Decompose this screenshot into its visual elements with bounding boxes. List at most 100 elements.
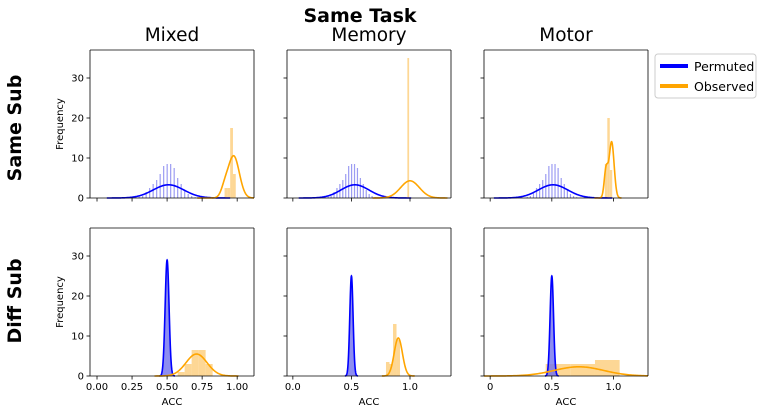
permuted-hist-bar <box>359 178 361 198</box>
permuted-hist-bar <box>333 192 335 198</box>
observed-hist-bar <box>184 364 192 376</box>
subplot-diff-sub-motor: 0 0.5 1.0 ACC <box>480 227 649 408</box>
y-tick-label: 20 <box>71 292 84 303</box>
x-tick-label: 1.0 <box>402 382 418 393</box>
legend-observed-label: Observed <box>694 79 754 94</box>
permuted-hist-bar <box>532 192 535 198</box>
subplot-same-sub-memory: Memory <box>283 25 452 202</box>
x-tick-label: 1.00 <box>226 382 248 393</box>
permuted-hist-bar <box>539 184 541 198</box>
subplot-title: Memory <box>331 25 406 46</box>
permuted-hist-bar <box>184 190 186 198</box>
permuted-hist-bar <box>138 196 140 198</box>
x-tick-label: 0.5 <box>544 382 560 393</box>
permuted-hist-bar <box>368 194 370 198</box>
observed-kde-line <box>372 179 448 199</box>
permuted-hist-bar <box>566 190 568 198</box>
observed-kde-line <box>154 353 239 377</box>
y-tick-label: 0 <box>78 372 84 383</box>
y-tick-label: 0 <box>78 194 84 205</box>
y-tick-label: 10 <box>71 332 84 343</box>
permuted-kde-line <box>493 183 613 199</box>
permuted-hist-bar <box>365 190 367 198</box>
permuted-hist-bar <box>548 166 550 198</box>
x-tick-label: 0.50 <box>156 382 178 393</box>
x-tick-label: 1.0 <box>606 382 622 393</box>
permuted-hist-bar <box>177 178 179 198</box>
observed-hist-bar <box>609 170 613 198</box>
y-tick-label: 30 <box>71 74 84 85</box>
x-tick-label: 0.00 <box>86 382 108 393</box>
observed-hist-bar <box>396 340 401 376</box>
permuted-hist-bar <box>163 166 165 198</box>
observed-hist-bar <box>227 188 231 198</box>
x-tick-label: 0.5 <box>343 382 359 393</box>
permuted-hist-bar <box>542 180 544 198</box>
observed-hist-bar <box>177 372 185 376</box>
subplot-diff-sub-mixed: 0 10 20 30 0.00 0.25 0.50 0.75 1.00 Frequency ACC <box>55 227 255 408</box>
legend-permuted-label: Permuted <box>694 59 754 74</box>
x-axis-label: ACC <box>359 397 380 408</box>
x-tick-label: 0 <box>487 382 493 393</box>
x-tick-label: 0.75 <box>191 382 213 393</box>
x-tick-label: 0.0 <box>285 382 301 393</box>
y-tick-label: 30 <box>71 252 84 263</box>
permuted-hist-bar <box>149 188 151 198</box>
permuted-hist-bar <box>142 196 144 198</box>
permuted-kde-fill <box>544 276 559 376</box>
observed-hist-bar <box>224 188 228 198</box>
permuted-hist-bar <box>330 196 332 198</box>
observed-hist-bar <box>385 362 390 376</box>
permuted-hist-bar <box>563 184 565 198</box>
permuted-kde-line <box>106 183 231 199</box>
x-tick-label: 0.25 <box>121 382 143 393</box>
permuted-hist-bar <box>526 196 528 198</box>
permuted-hist-bar <box>557 168 559 198</box>
permuted-hist-bar <box>152 184 154 198</box>
observed-hist-bar <box>198 350 206 376</box>
permuted-hist-bar <box>191 196 193 198</box>
subplot-same-sub-mixed: 0 10 20 30 Mixed Frequency <box>55 25 255 205</box>
row-label-diff-sub: Diff Sub <box>4 258 26 343</box>
permuted-hist-bar <box>560 178 562 198</box>
observed-hist-bar <box>407 58 410 198</box>
permuted-hist-bar <box>535 188 538 198</box>
permuted-kde-fill <box>159 260 175 376</box>
permuted-hist-bar <box>350 164 353 198</box>
x-axis-label: ACC <box>556 397 577 408</box>
observed-hist-bar <box>230 128 233 198</box>
subplot-title: Mixed <box>145 25 200 46</box>
observed-hist-bar <box>604 164 608 198</box>
permuted-kde-line <box>344 274 359 377</box>
figure-suptitle: Same Task <box>303 5 416 27</box>
observed-hist-bar <box>232 174 236 198</box>
permuted-hist-bar <box>180 184 182 198</box>
permuted-hist-bar <box>345 174 347 198</box>
subplot-same-sub-motor: Motor <box>480 25 649 202</box>
permuted-kde-line <box>159 258 176 377</box>
permuted-hist-bar <box>170 164 172 198</box>
permuted-hist-bar <box>551 164 553 198</box>
permuted-hist-bar <box>348 166 350 198</box>
permuted-hist-bar <box>554 164 556 198</box>
permuted-hist-bar <box>166 164 168 198</box>
subplot-title: Motor <box>539 25 593 46</box>
permuted-hist-bar <box>572 196 575 198</box>
observed-hist-bar <box>205 364 213 376</box>
subplot-diff-sub-memory: 0.0 0.5 1.0 ACC <box>283 227 452 408</box>
permuted-kde-fill <box>344 276 358 376</box>
observed-hist-bar <box>191 350 199 376</box>
observed-hist-bar <box>570 364 595 376</box>
permuted-kde-line <box>544 274 559 377</box>
permuted-hist-bar <box>187 194 189 198</box>
permuted-hist-bar <box>529 196 531 198</box>
permuted-hist-bar <box>327 196 329 198</box>
y-axis-label: Frequency <box>55 276 66 328</box>
permuted-hist-bar <box>569 194 572 198</box>
observed-kde-line <box>381 337 415 377</box>
permuted-hist-bar <box>362 184 364 198</box>
permuted-hist-bar <box>371 196 373 198</box>
permuted-hist-bar <box>353 164 356 198</box>
